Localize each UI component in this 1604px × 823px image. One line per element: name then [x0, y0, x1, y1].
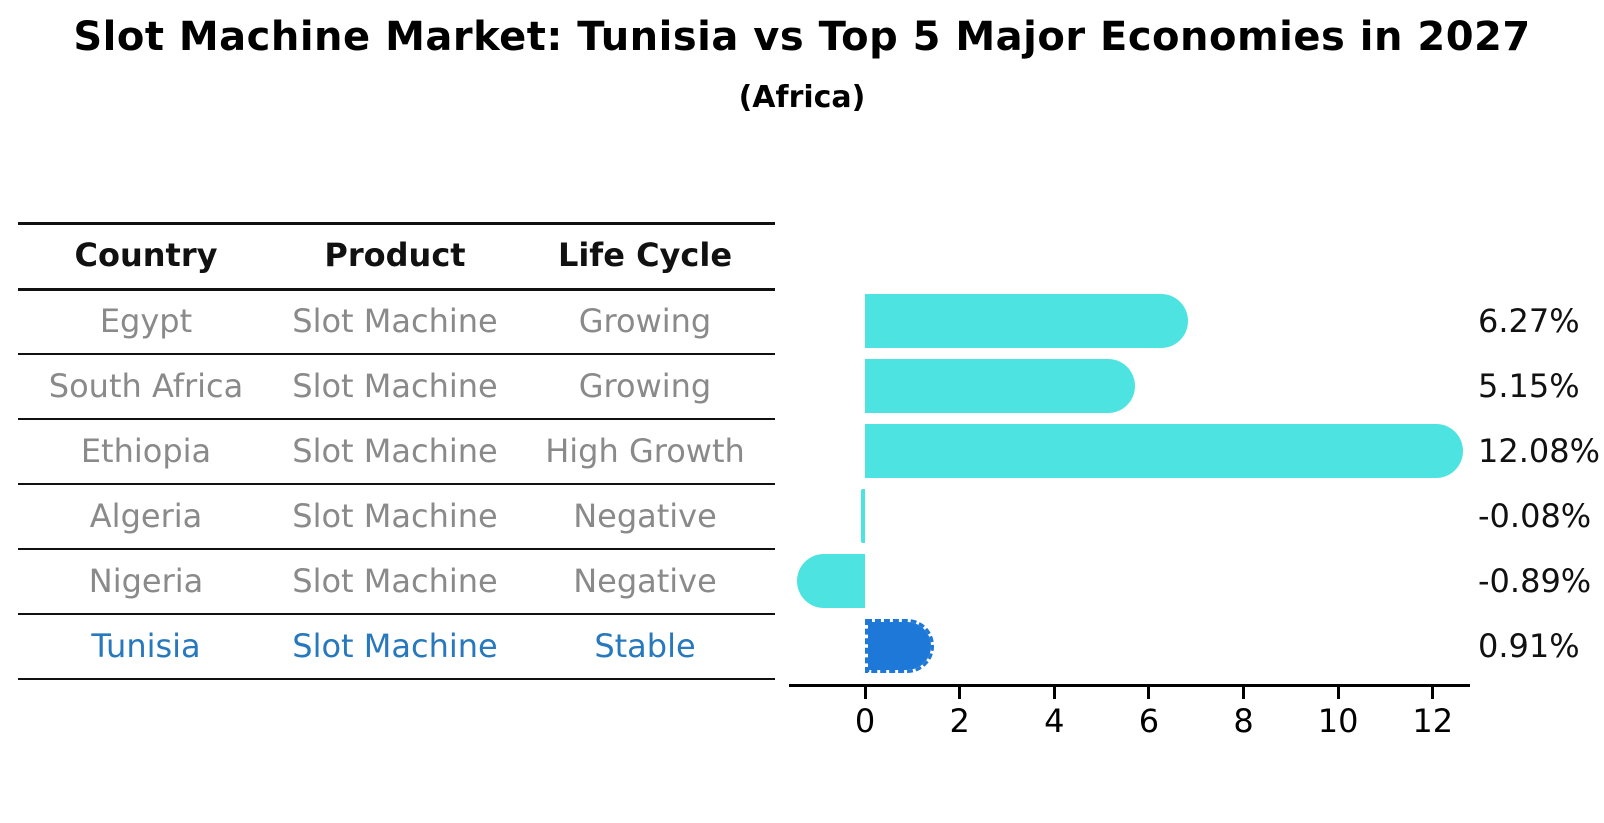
x-axis-spine — [789, 684, 1470, 687]
table-cell-product: Slot Machine — [292, 496, 498, 535]
x-axis-tick-label: 6 — [1138, 702, 1160, 740]
value-label: -0.89% — [1478, 561, 1592, 600]
value-label: -0.08% — [1478, 496, 1592, 535]
table-header-product: Product — [324, 236, 466, 274]
bar-nigeria — [796, 553, 865, 608]
value-label: 5.15% — [1478, 366, 1580, 405]
x-axis-tick — [1431, 687, 1435, 699]
table-row: South Africa Slot Machine Growing — [18, 353, 775, 418]
table-cell-country: Tunisia — [91, 626, 201, 665]
table-cell-country: Ethiopia — [80, 431, 212, 470]
table-row: Tunisia Slot Machine Stable — [18, 613, 775, 678]
table-rule-line — [18, 353, 775, 355]
table-cell-life-cycle: Growing — [578, 366, 712, 405]
table-cell-life-cycle: Negative — [573, 496, 717, 535]
value-label: 6.27% — [1478, 301, 1580, 340]
table-row: Egypt Slot Machine Growing — [18, 288, 775, 353]
table-row: Nigeria Slot Machine Negative — [18, 548, 775, 613]
table-rule-line — [18, 288, 775, 291]
table-cell-country: Egypt — [99, 301, 193, 340]
table-rule-line — [18, 418, 775, 420]
x-axis-tick — [863, 687, 867, 699]
table-cell-product: Slot Machine — [292, 626, 498, 665]
table-row: Algeria Slot Machine Negative — [18, 483, 775, 548]
table-cell-product: Slot Machine — [292, 431, 498, 470]
x-axis-tick — [958, 687, 962, 699]
x-axis-tick-label: 8 — [1233, 702, 1254, 740]
bar-algeria — [861, 488, 865, 543]
x-axis-tick — [1242, 687, 1246, 699]
bar-tunisia — [865, 618, 935, 673]
table-cell-country: Nigeria — [88, 561, 204, 600]
x-axis-tick — [1147, 687, 1151, 699]
chart-title: Slot Machine Market: Tunisia vs Top 5 Ma… — [73, 14, 1531, 60]
table-rule-line — [18, 483, 775, 485]
bar-south-africa — [865, 358, 1135, 413]
x-axis-tick — [1336, 687, 1340, 699]
table-cell-life-cycle: Negative — [573, 561, 717, 600]
x-axis-tick-label: 10 — [1317, 702, 1359, 740]
table-rule-line — [18, 222, 775, 225]
x-axis-tick-label: 2 — [949, 702, 970, 740]
value-label: 12.08% — [1478, 431, 1601, 470]
table-cell-country: South Africa — [48, 366, 244, 405]
table-header-country: Country — [74, 236, 218, 274]
table-row: Ethiopia Slot Machine High Growth — [18, 418, 775, 483]
table-header-row: Country Product Life Cycle — [18, 222, 775, 288]
table-cell-product: Slot Machine — [292, 301, 498, 340]
x-axis-tick-label: 4 — [1044, 702, 1065, 740]
table-header-life-cycle: Life Cycle — [557, 236, 733, 274]
x-axis-tick-label: 0 — [854, 702, 876, 740]
table-cell-product: Slot Machine — [292, 561, 498, 600]
bar-egypt — [865, 293, 1188, 348]
table-cell-life-cycle: High Growth — [545, 431, 745, 470]
value-label: 0.91% — [1478, 626, 1580, 665]
table-cell-life-cycle: Growing — [578, 301, 712, 340]
table-cell-product: Slot Machine — [292, 366, 498, 405]
table-rule-line — [18, 678, 775, 680]
chart-subtitle: (Africa) — [738, 80, 866, 115]
x-axis-tick — [1052, 687, 1056, 699]
bar-ethiopia — [865, 423, 1463, 478]
table-rule-line — [18, 613, 775, 615]
table-rule-line — [18, 548, 775, 550]
x-axis-tick-label: 12 — [1412, 702, 1454, 740]
table-cell-country: Algeria — [89, 496, 203, 535]
table-cell-life-cycle: Stable — [594, 626, 696, 665]
